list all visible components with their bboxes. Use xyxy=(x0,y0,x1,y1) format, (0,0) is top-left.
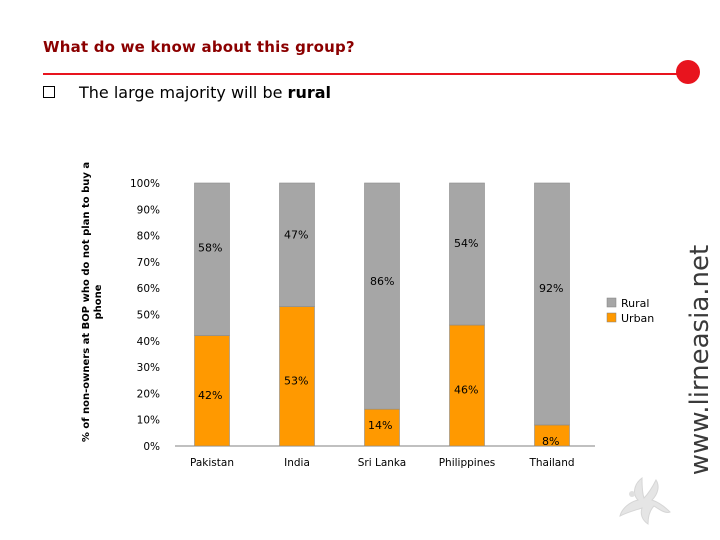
y-tick-label: 70% xyxy=(137,257,160,269)
bullet-point: The large majority will be rural xyxy=(43,83,331,102)
x-tick-label: Pakistan xyxy=(190,457,234,469)
y-tick-label: 10% xyxy=(137,415,160,427)
bar-rural xyxy=(279,182,315,307)
square-bullet-icon xyxy=(43,86,55,98)
slide-title: What do we know about this group? xyxy=(43,38,355,56)
title-dot-accent xyxy=(676,60,700,84)
watermark-url: www.lirneasia.net xyxy=(685,244,715,476)
y-tick-label: 90% xyxy=(137,204,160,216)
y-tick-label: 0% xyxy=(143,441,160,453)
y-tick-label: 80% xyxy=(137,231,160,243)
x-tick-label: Thailand xyxy=(528,457,574,469)
x-tick-label: Philippines xyxy=(439,457,496,469)
data-label-urban: 53% xyxy=(284,374,308,387)
data-label-rural: 92% xyxy=(539,282,563,295)
y-tick-label: 60% xyxy=(137,283,160,295)
y-tick-label: 40% xyxy=(137,336,160,348)
title-rule xyxy=(43,73,688,75)
data-label-rural: 54% xyxy=(454,237,478,250)
bar-rural xyxy=(364,182,400,410)
bar-rural xyxy=(534,182,570,426)
x-tick-label: India xyxy=(284,457,310,469)
y-tick-label: 50% xyxy=(137,310,160,322)
bar-rural xyxy=(194,182,230,336)
data-label-urban: 14% xyxy=(368,419,392,432)
bar-rural xyxy=(449,182,485,326)
y-tick-label: 20% xyxy=(137,388,160,400)
y-tick-label: 30% xyxy=(137,362,160,374)
legend-label: Rural xyxy=(621,297,649,310)
bullet-text-emphasis: rural xyxy=(287,83,331,102)
y-tick-label: 100% xyxy=(130,178,160,190)
data-label-urban: 8% xyxy=(542,435,559,448)
legend-swatch xyxy=(606,297,617,308)
bullet-text-main: The large majority will be xyxy=(79,83,288,102)
lirneasia-logo-icon xyxy=(619,476,671,525)
legend-label: Urban xyxy=(621,312,654,325)
data-label-rural: 58% xyxy=(198,242,222,255)
legend-swatch xyxy=(606,312,617,323)
data-label-urban: 42% xyxy=(198,389,222,402)
data-label-urban: 46% xyxy=(454,384,478,397)
data-label-rural: 86% xyxy=(370,275,394,288)
x-tick-label: Sri Lanka xyxy=(358,457,407,469)
data-label-rural: 47% xyxy=(284,229,308,242)
bullet-text: The large majority will be rural xyxy=(79,83,331,102)
